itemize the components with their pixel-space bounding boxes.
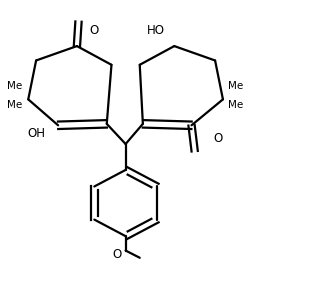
- Text: Me: Me: [7, 100, 22, 110]
- Text: O: O: [112, 247, 122, 261]
- Text: Me: Me: [228, 100, 243, 110]
- Text: HO: HO: [147, 24, 165, 37]
- Text: Me: Me: [7, 82, 22, 91]
- Text: Me: Me: [228, 82, 243, 91]
- Text: OH: OH: [27, 127, 45, 141]
- Text: O: O: [214, 132, 223, 145]
- Text: O: O: [89, 24, 98, 37]
